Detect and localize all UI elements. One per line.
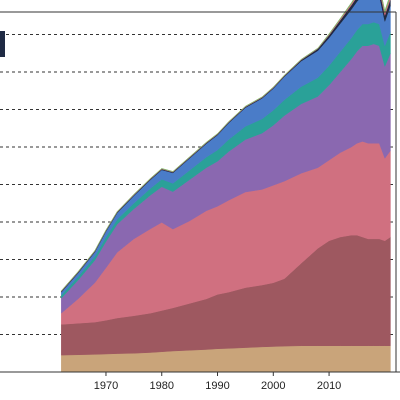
- series-areas: [61, 0, 391, 373]
- x-tick-label: 2010: [317, 380, 341, 392]
- x-tick-label: 2000: [261, 380, 285, 392]
- x-tick-label: 1970: [94, 380, 118, 392]
- x-tick-label: 1980: [150, 380, 174, 392]
- x-tick-label: 1990: [205, 380, 229, 392]
- axes: [0, 11, 400, 373]
- title-fragment: [0, 31, 5, 57]
- x-tick-labels: 1970 1980 1990 2000 2010: [94, 372, 341, 392]
- area-series-9: [61, 0, 390, 292]
